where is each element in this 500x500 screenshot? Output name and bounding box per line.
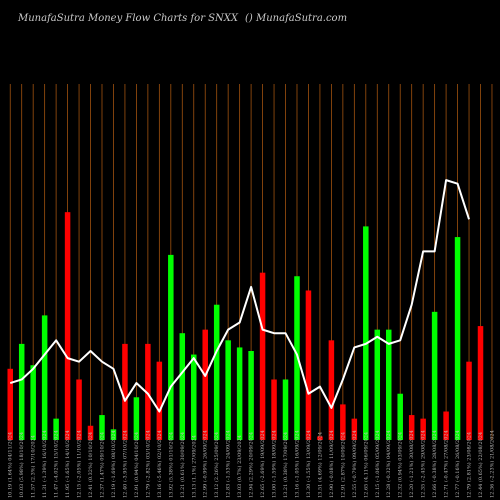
x-tick-label: 13.21 (0.38%) 17/09/2024 — [282, 432, 289, 498]
money-flow-bar — [443, 411, 449, 440]
money-flow-bar — [41, 315, 48, 440]
money-flow-bar — [477, 326, 484, 440]
money-flow-bar — [431, 311, 438, 440]
x-tick-label: 13.00 (-1.59%) 18/09/2024 — [271, 430, 278, 498]
x-tick-label: 12.91 (2.87%) 10/09/2024 — [339, 432, 346, 498]
x-tick-label: 11.57 (2.3%) 17/10/2024 — [30, 435, 37, 498]
chart-title: MunafaSutra Money Flow Charts for SNXX — [18, 13, 238, 24]
x-tick-label: 11.31 (-1.39%) 16/10/2024 — [41, 430, 48, 498]
money-flow-bar — [340, 404, 346, 440]
x-tick-label: 11.95 (-1.65%) 14/10/2024 — [64, 430, 71, 498]
x-tick-label: 10.03 (5.98%) 18/10/2024 — [18, 432, 25, 498]
x-tick-label: 12.55 (-0.79%) 09/09/2024 — [351, 430, 358, 498]
x-tick-label: 12.40 (-3.95%) 07/10/2024 — [121, 430, 128, 498]
x-tick-label: 13.12 (2.26%) 25/09/2024 — [213, 432, 220, 498]
x-tick-label: 10.19 (1.64%) 04/11/2024 — [7, 432, 14, 498]
x-tick-label: 12.15 (-1.06%) 05/09/2024 — [374, 430, 381, 498]
money-flow-bar — [328, 340, 335, 440]
money-flow-bar — [466, 361, 472, 440]
money-flow-bar — [454, 237, 461, 440]
x-tick-label: 12.37 (1.47%) 09/10/2024 — [98, 432, 105, 498]
x-tick-label: 12.28 (-0.32%) 04/09/2024 — [385, 430, 392, 498]
money-flow-bar — [420, 418, 426, 440]
x-tick-label: 12.41 (0.32%) 10/10/2024 — [87, 432, 94, 498]
money-flow-bar — [202, 329, 208, 440]
money-flow-bar — [145, 343, 151, 440]
x-tick-label: 12.36 (-2.23%) 21/08/2024 — [488, 430, 495, 498]
x-tick-label: 12.65 (4.11%) 06/09/2024 — [362, 432, 369, 498]
x-tick-label: 12.44 (0.65%) 22/08/2024 — [477, 432, 484, 498]
money-flow-bar — [87, 425, 94, 440]
money-flow-bar — [168, 254, 174, 440]
money-flow-bar — [317, 436, 323, 440]
x-tick-label: 13.16 (-1.05%) 16/09/2024 — [293, 430, 300, 498]
money-flow-bar — [248, 351, 254, 440]
x-tick-label: 12.91 (0.94%) 04/10/2024 — [133, 432, 140, 498]
x-tick-label: 12.79 (-2.82%) 03/10/2024 — [144, 430, 151, 498]
x-tick-label: 13.51 (4.69%) 12/09/2024 — [316, 432, 323, 498]
x-tick-label: 13.92 (5.38%) 01/10/2024 — [167, 432, 174, 498]
x-tick-label: 12.65 (-2.69%) 19/09/2024 — [259, 430, 266, 498]
chart-header: MunafaSutra Money Flow Charts for SNXX (… — [0, 0, 500, 60]
money-flow-bar — [225, 340, 231, 440]
money-flow-bar — [213, 304, 220, 440]
money-flow-bar — [99, 415, 105, 440]
x-tick-label: 12.77 (-0.16%) 26/08/2024 — [454, 430, 461, 498]
money-flow-bars — [7, 212, 484, 440]
money-flow-bar — [259, 272, 266, 440]
x-tick-label: 12.19 (-1.69%) 08/10/2024 — [110, 430, 117, 498]
x-tick-label: 11.47 (-4.02%) 15/10/2024 — [53, 430, 60, 498]
money-flow-bar — [191, 354, 197, 440]
x-tick-label: 13.30 (-1.55%) 13/09/2024 — [305, 430, 312, 498]
x-tick-label: 12.99 (-0.99%) 26/09/2024 — [202, 430, 209, 498]
x-tick-label: 12.90 (-0.08%) 11/09/2024 — [328, 430, 335, 498]
x-tick-label: 12.94 (2.29%) 20/09/2024 — [248, 432, 255, 498]
money-flow-bar — [156, 361, 163, 440]
x-tick-label: 12.35 (-2.45%) 29/08/2024 — [420, 430, 427, 498]
money-flow-bar — [53, 418, 59, 440]
money-flow-bar — [236, 347, 243, 440]
x-tick-label: 12.83 (-1.53%) 24/09/2024 — [225, 430, 232, 498]
money-flow-bar — [133, 397, 140, 440]
money-flow-bar — [363, 226, 369, 440]
x-tick-label: 12.66 (-0.38%) 28/08/2024 — [431, 430, 438, 498]
x-axis-labels: 10.19 (1.64%) 04/11/2024 10.03 (5.98%) 18… — [7, 430, 496, 498]
money-flow-bar — [122, 343, 128, 440]
money-flow-bar — [7, 368, 13, 440]
money-flow-bar — [18, 343, 25, 440]
money-flow-bar — [385, 329, 392, 440]
money-flow-bar — [110, 429, 117, 440]
trend-line-group — [9, 179, 470, 413]
x-tick-label: 12.20 (-1.21%) 30/08/2024 — [408, 430, 415, 498]
x-tick-label: 12.15 (-2.05%) 11/10/2024 — [76, 430, 83, 498]
x-tick-label: 13.16 (-5.46%) 02/10/2024 — [156, 430, 163, 498]
money-flow-bar — [374, 329, 381, 440]
x-tick-label: 13.03 (0.7%) 23/09/2024 — [236, 435, 243, 498]
money-flow-bar — [64, 212, 71, 440]
x-tick-label: 13.21 (0.61%) 30/09/2024 — [179, 432, 186, 498]
money-flow-bar — [294, 276, 300, 440]
x-tick-label: 13.13 (1.1%) 27/09/2024 — [190, 435, 197, 498]
money-flow-bar — [271, 379, 277, 440]
money-flow-bar — [30, 365, 36, 440]
x-tick-label: 12.71 (-0.47%) 27/08/2024 — [443, 430, 450, 498]
money-flow-bar — [76, 379, 82, 440]
money-flow-bar — [397, 393, 403, 440]
trend-line — [9, 179, 470, 413]
money-flow-bar — [351, 418, 358, 440]
money-flow-bar — [282, 379, 289, 440]
money-flow-bar — [305, 290, 312, 440]
x-tick-label: 12.79 (2.81%) 23/08/2024 — [466, 432, 473, 498]
x-tick-label: 12.32 (0.94%) 03/09/2024 — [397, 432, 404, 498]
money-flow-bar — [408, 415, 415, 440]
site-attribution: () MunafaSutra.com — [245, 13, 348, 24]
money-flow-bar — [179, 333, 186, 440]
